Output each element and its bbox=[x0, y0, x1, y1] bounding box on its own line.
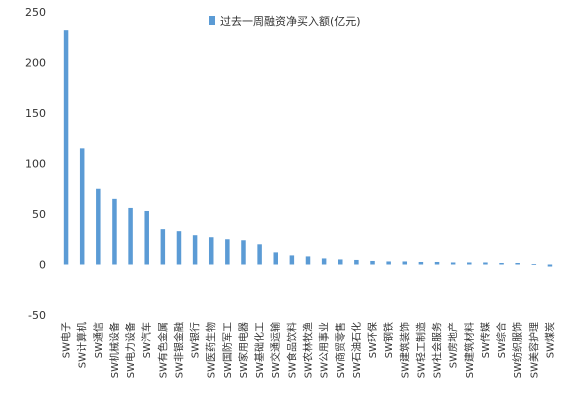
y-axis: -50 0 50 100 150 200 250 bbox=[25, 6, 46, 322]
bar bbox=[321, 258, 327, 265]
x-category-label: SW石油石化 bbox=[350, 322, 363, 378]
bar bbox=[402, 261, 408, 265]
bar bbox=[112, 198, 117, 265]
x-category-label: SW计算机 bbox=[76, 322, 89, 368]
x-category-label: SW煤炭 bbox=[543, 322, 556, 358]
bar bbox=[176, 231, 182, 265]
legend-swatch bbox=[209, 16, 215, 25]
legend: 过去一周融资净买入额(亿元) bbox=[209, 14, 361, 28]
x-category-label: SW非银金融 bbox=[172, 322, 185, 378]
bar bbox=[434, 261, 440, 265]
bar bbox=[547, 264, 553, 267]
bar bbox=[354, 259, 359, 265]
x-category-label: SW公用事业 bbox=[318, 322, 331, 378]
x-category-label: SW电子 bbox=[60, 322, 73, 358]
bar bbox=[144, 210, 149, 265]
x-category-label: SW综合 bbox=[495, 322, 508, 358]
x-category-label: SW美容护理 bbox=[527, 322, 540, 378]
x-category-label: SW环保 bbox=[366, 322, 379, 358]
bar bbox=[515, 262, 520, 265]
x-category-label: SW基础化工 bbox=[253, 322, 266, 378]
bar bbox=[192, 235, 198, 265]
x-category-label: SW传媒 bbox=[480, 322, 492, 358]
y-tick-label: 250 bbox=[25, 6, 46, 19]
x-category-label: SW银行 bbox=[189, 322, 202, 358]
bars bbox=[63, 30, 553, 267]
x-category-label: SW通信 bbox=[93, 322, 105, 358]
x-category-label: SW国防军工 bbox=[221, 322, 234, 378]
bar bbox=[241, 240, 246, 265]
bar bbox=[257, 244, 262, 265]
y-tick-label: 200 bbox=[25, 57, 46, 70]
bar bbox=[128, 207, 133, 265]
bar bbox=[96, 188, 101, 265]
y-tick-label: 100 bbox=[25, 158, 46, 171]
bar bbox=[418, 261, 424, 265]
legend-label: 过去一周融资净买入额(亿元) bbox=[220, 14, 361, 28]
y-tick-label: 150 bbox=[25, 107, 46, 120]
bar bbox=[305, 256, 311, 265]
x-category-label: SW商贸零售 bbox=[334, 322, 347, 378]
x-category-label: SW电力设备 bbox=[124, 322, 137, 378]
x-category-label: SW社会服务 bbox=[431, 322, 444, 378]
bar bbox=[63, 30, 69, 265]
y-tick-label: 50 bbox=[32, 208, 46, 221]
bar bbox=[338, 259, 343, 265]
bar bbox=[483, 262, 488, 265]
bar bbox=[450, 262, 456, 265]
x-category-label: SW建筑装饰 bbox=[398, 322, 411, 378]
x-category-label: SW建筑材料 bbox=[463, 322, 476, 378]
bar bbox=[289, 255, 295, 265]
y-tick-label: -50 bbox=[28, 309, 46, 322]
bar bbox=[273, 252, 278, 265]
bar bbox=[370, 260, 375, 265]
x-category-label: SW机械设备 bbox=[108, 322, 121, 378]
bar bbox=[467, 262, 472, 265]
x-category-label: SW医药生物 bbox=[205, 322, 218, 378]
x-category-label: SW轻工制造 bbox=[414, 322, 427, 378]
y-tick-label: 0 bbox=[39, 259, 46, 272]
x-axis-categories: SW电子 SW计算机 SW通信 SW机械设备 SW电力设备 SW汽车 SW有色金属 SW非银金… bbox=[60, 322, 557, 378]
x-category-label: SW房地产 bbox=[447, 322, 460, 368]
x-category-label: SW汽车 bbox=[140, 322, 153, 358]
x-category-label: SW有色金属 bbox=[156, 322, 169, 378]
x-category-label: SW食品饮料 bbox=[285, 322, 298, 378]
x-category-label: SW钢铁 bbox=[382, 322, 395, 358]
bar bbox=[79, 148, 85, 265]
x-category-label: SW交通运输 bbox=[269, 322, 282, 378]
bar bbox=[531, 264, 537, 265]
x-category-label: SW纺织服饰 bbox=[511, 322, 524, 378]
bar bbox=[160, 229, 166, 265]
bar bbox=[225, 239, 230, 265]
bar bbox=[499, 262, 504, 265]
x-category-label: SW农林牧渔 bbox=[302, 322, 315, 378]
bar bbox=[208, 237, 214, 265]
x-category-label: SW家用电器 bbox=[237, 322, 250, 378]
bar bbox=[386, 261, 391, 265]
